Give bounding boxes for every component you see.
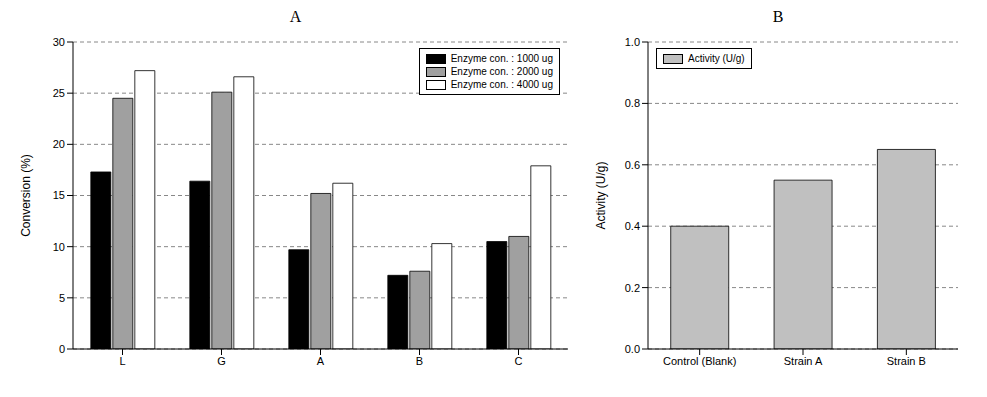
svg-text:Conversion (%): Conversion (%) — [19, 154, 33, 237]
html-text:A: A — [289, 8, 302, 25]
svg-text:0.4: 0.4 — [625, 220, 640, 232]
svg-text:0: 0 — [59, 343, 65, 355]
svg-text:Activity (U/g): Activity (U/g) — [594, 161, 608, 229]
svg-text:20: 20 — [53, 138, 65, 150]
svg-text:C: C — [515, 355, 523, 367]
html-text:Enzyme con. : 4000 ug: Enzyme con. : 4000 ug — [450, 79, 553, 90]
svg-text:Strain A: Strain A — [784, 355, 823, 367]
svg-text:25: 25 — [53, 87, 65, 99]
html-text:Enzyme con. : 1000 ug: Enzyme con. : 1000 ug — [450, 53, 553, 64]
svg-text:Control (Blank): Control (Blank) — [663, 355, 736, 367]
svg-text:B: B — [416, 355, 423, 367]
html-text:B: B — [772, 8, 784, 25]
html-text:Enzyme con. : 2000 ug: Enzyme con. : 2000 ug — [450, 66, 553, 77]
html-text:Activity (U/g): Activity (U/g) — [688, 53, 745, 64]
svg-text:G: G — [217, 355, 226, 367]
svg-text:0.2: 0.2 — [625, 282, 640, 294]
svg-text:0.0: 0.0 — [625, 343, 640, 355]
svg-text:L: L — [119, 355, 125, 367]
svg-text:A: A — [317, 355, 325, 367]
svg-text:15: 15 — [53, 189, 65, 201]
svg-text:10: 10 — [53, 241, 65, 253]
svg-text:30: 30 — [53, 36, 65, 48]
svg-text:Strain B: Strain B — [887, 355, 926, 367]
svg-text:0.6: 0.6 — [625, 159, 640, 171]
svg-text:5: 5 — [59, 292, 65, 304]
svg-text:1.0: 1.0 — [625, 36, 640, 48]
svg-text:0.8: 0.8 — [625, 97, 640, 109]
